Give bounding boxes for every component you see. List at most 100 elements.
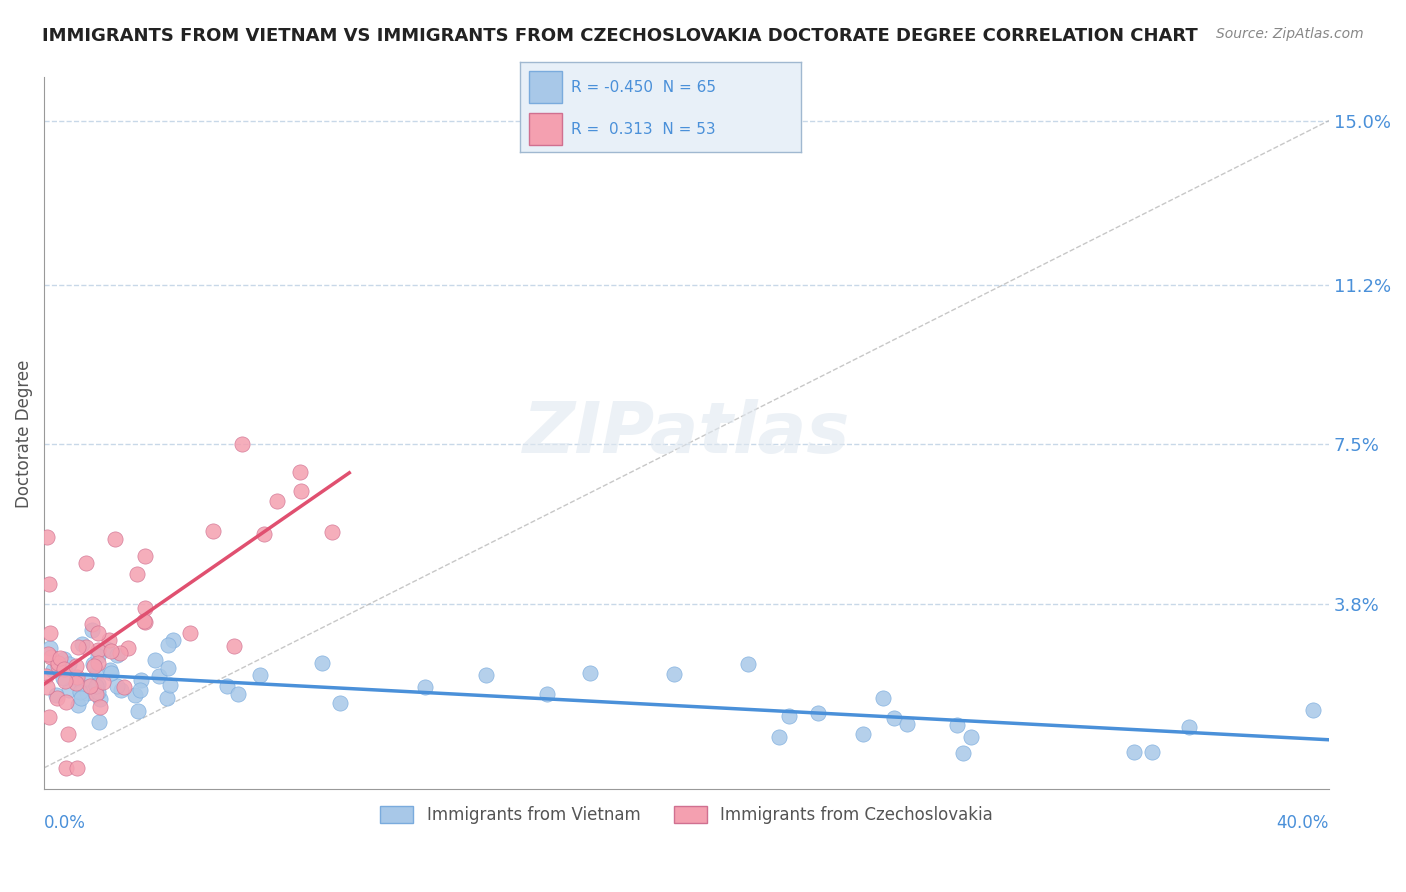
Point — [52, 662, 75, 676]
Text: 0.0%: 0.0% — [44, 814, 86, 832]
Point — [100, 665, 122, 680]
Y-axis label: Doctorate Degree: Doctorate Degree — [15, 359, 32, 508]
Point — [321, 524, 343, 539]
Point — [112, 681, 135, 695]
Point — [134, 549, 156, 563]
Point — [110, 683, 132, 698]
Point — [38, 626, 60, 640]
Point — [1302, 703, 1324, 717]
Point — [42, 663, 65, 677]
Point — [87, 684, 110, 698]
Point — [959, 731, 981, 745]
Point — [117, 641, 139, 656]
Point — [86, 665, 108, 680]
Point — [89, 700, 111, 714]
Point — [37, 647, 59, 661]
Point — [288, 465, 311, 479]
Point — [215, 679, 238, 693]
Point — [65, 676, 87, 690]
Point — [222, 639, 245, 653]
Point — [148, 669, 170, 683]
Point — [38, 577, 60, 591]
Point — [103, 532, 125, 546]
Point — [96, 642, 118, 657]
Point — [46, 658, 69, 673]
Point — [83, 658, 105, 673]
Point — [55, 695, 77, 709]
Point — [1122, 745, 1144, 759]
Point — [84, 679, 107, 693]
Point — [52, 671, 75, 685]
Point — [226, 687, 249, 701]
Point — [329, 696, 352, 710]
Point — [129, 673, 152, 687]
Point — [231, 437, 253, 451]
Point — [132, 614, 155, 628]
Point — [737, 657, 759, 672]
Point — [37, 530, 59, 544]
Point — [157, 639, 180, 653]
Point — [91, 674, 114, 689]
Point — [39, 649, 62, 664]
Point — [162, 633, 184, 648]
Point — [98, 632, 121, 647]
Point — [129, 683, 152, 698]
Point — [49, 651, 72, 665]
FancyBboxPatch shape — [529, 71, 562, 103]
Point — [70, 690, 93, 705]
Point — [56, 726, 79, 740]
Point — [579, 666, 602, 681]
Point — [100, 644, 122, 658]
Point — [266, 494, 288, 508]
Point — [82, 657, 104, 672]
Point — [145, 653, 167, 667]
Point — [155, 691, 177, 706]
Point — [1178, 720, 1201, 734]
Point — [46, 691, 69, 706]
Point — [946, 718, 969, 732]
Point — [55, 761, 77, 775]
Point — [79, 679, 101, 693]
Point — [134, 601, 156, 615]
Point — [39, 641, 62, 656]
Point — [125, 566, 148, 581]
Point — [70, 637, 93, 651]
Point — [179, 626, 201, 640]
Point — [127, 705, 149, 719]
Point — [55, 673, 77, 688]
Point — [87, 643, 110, 657]
Point — [124, 688, 146, 702]
Point — [883, 711, 905, 725]
Point — [249, 668, 271, 682]
Point — [86, 625, 108, 640]
Text: Source: ZipAtlas.com: Source: ZipAtlas.com — [1216, 27, 1364, 41]
Point — [872, 690, 894, 705]
Point — [86, 648, 108, 663]
Point — [66, 698, 89, 713]
Point — [896, 717, 918, 731]
Point — [105, 679, 128, 693]
Point — [1140, 745, 1163, 759]
Point — [65, 658, 87, 673]
Point — [89, 692, 111, 706]
Point — [38, 709, 60, 723]
Point — [58, 657, 80, 672]
Point — [65, 672, 87, 686]
Point — [73, 673, 96, 688]
FancyBboxPatch shape — [529, 113, 562, 145]
Point — [108, 646, 131, 660]
Point — [75, 640, 97, 654]
Point — [66, 640, 89, 655]
Text: 40.0%: 40.0% — [1277, 814, 1329, 832]
Point — [290, 483, 312, 498]
Point — [80, 616, 103, 631]
Point — [69, 685, 91, 699]
Point — [87, 656, 110, 670]
Point — [413, 680, 436, 694]
Point — [156, 661, 179, 675]
Point — [65, 671, 87, 685]
Point — [662, 667, 685, 681]
Point — [536, 687, 558, 701]
Point — [134, 615, 156, 629]
Point — [52, 652, 75, 666]
